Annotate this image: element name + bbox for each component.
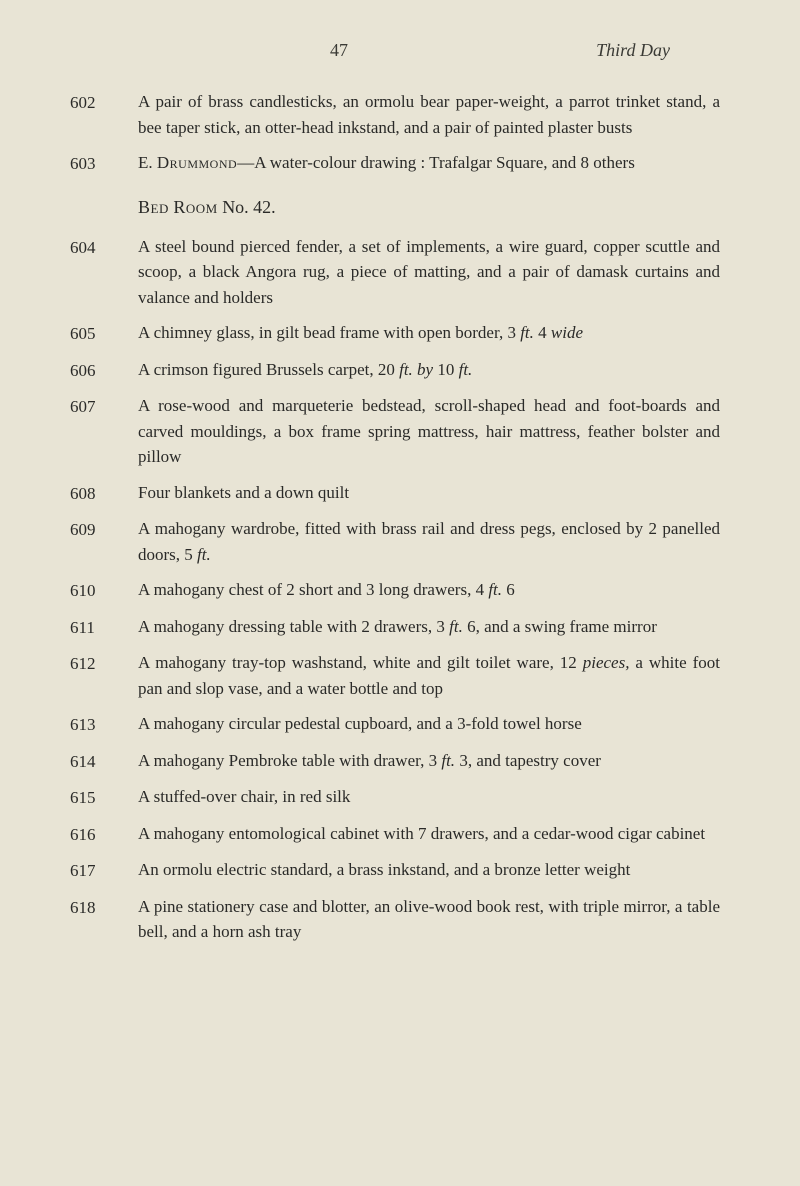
lot-number: 608 xyxy=(70,480,138,507)
italic-measure: ft. xyxy=(488,580,502,599)
catalog-entry: 617An ormolu electric standard, a brass … xyxy=(70,857,750,884)
italic-measure: pieces, xyxy=(583,653,630,672)
lot-description: A mahogany tray-top washstand, white and… xyxy=(138,650,750,701)
italic-measure: ft. xyxy=(441,751,455,770)
catalog-entry: 618A pine stationery case and blotter, a… xyxy=(70,894,750,945)
lot-description: A chimney glass, in gilt bead frame with… xyxy=(138,320,750,347)
lot-description: A pine stationery case and blotter, an o… xyxy=(138,894,750,945)
lot-description: A rose-wood and marqueterie bedstead, sc… xyxy=(138,393,750,470)
section-number: No. 42. xyxy=(222,197,276,217)
lot-number: 613 xyxy=(70,711,138,738)
lot-description: E. Drummond—A water-colour drawing : Tra… xyxy=(138,150,750,177)
lot-number: 617 xyxy=(70,857,138,884)
lot-number: 615 xyxy=(70,784,138,811)
page-number: 47 xyxy=(330,40,348,61)
lot-description: A crimson figured Brussels carpet, 20 ft… xyxy=(138,357,750,384)
lot-number: 618 xyxy=(70,894,138,945)
catalog-entry: 612A mahogany tray-top washstand, white … xyxy=(70,650,750,701)
italic-measure: ft. xyxy=(197,545,211,564)
lot-description: A mahogany entomological cabinet with 7 … xyxy=(138,821,750,848)
italic-measure: wide xyxy=(551,323,583,342)
lot-number: 612 xyxy=(70,650,138,701)
catalog-entry: 608Four blankets and a down quilt xyxy=(70,480,750,507)
smallcaps-name: Drummond xyxy=(157,153,237,172)
catalog-entry: 615A stuffed-over chair, in red silk xyxy=(70,784,750,811)
catalog-entry: 611A mahogany dressing table with 2 draw… xyxy=(70,614,750,641)
catalog-entry: 609A mahogany wardrobe, fitted with bras… xyxy=(70,516,750,567)
lot-number: 603 xyxy=(70,150,138,177)
running-title: Third Day xyxy=(596,40,670,61)
catalog-entry: 613A mahogany circular pedestal cupboard… xyxy=(70,711,750,738)
lot-number: 611 xyxy=(70,614,138,641)
lot-description: A mahogany wardrobe, fitted with brass r… xyxy=(138,516,750,567)
lot-description: A mahogany chest of 2 short and 3 long d… xyxy=(138,577,750,604)
section-label: Room xyxy=(173,197,217,217)
italic-measure: ft. xyxy=(520,323,534,342)
lot-number: 616 xyxy=(70,821,138,848)
italic-measure: ft. by xyxy=(399,360,433,379)
lot-description: A mahogany circular pedestal cupboard, a… xyxy=(138,711,750,738)
catalog-entry: 603E. Drummond—A water-colour drawing : … xyxy=(70,150,750,177)
lot-description: An ormolu electric standard, a brass ink… xyxy=(138,857,750,884)
page-header: 47 Third Day xyxy=(70,40,750,61)
catalog-entry: 614A mahogany Pembroke table with drawer… xyxy=(70,748,750,775)
lot-number: 610 xyxy=(70,577,138,604)
lot-number: 614 xyxy=(70,748,138,775)
lot-number: 605 xyxy=(70,320,138,347)
lot-description: A mahogany Pembroke table with drawer, 3… xyxy=(138,748,750,775)
lot-description: A stuffed-over chair, in red silk xyxy=(138,784,750,811)
italic-measure: ft. xyxy=(459,360,473,379)
lot-description: Four blankets and a down quilt xyxy=(138,480,750,507)
lot-description: A steel bound pierced fender, a set of i… xyxy=(138,234,750,311)
catalog-entry: 616A mahogany entomological cabinet with… xyxy=(70,821,750,848)
entries-list: 602A pair of brass candlesticks, an ormo… xyxy=(70,89,750,945)
catalog-entry: 610A mahogany chest of 2 short and 3 lon… xyxy=(70,577,750,604)
lot-number: 602 xyxy=(70,89,138,140)
section-header: Bed Room No. 42. xyxy=(138,197,750,218)
lot-description: A mahogany dressing table with 2 drawers… xyxy=(138,614,750,641)
section-prefix: Bed xyxy=(138,197,169,217)
lot-number: 604 xyxy=(70,234,138,311)
lot-description: A pair of brass candlesticks, an ormolu … xyxy=(138,89,750,140)
italic-measure: ft. xyxy=(449,617,463,636)
catalog-entry: 606A crimson figured Brussels carpet, 20… xyxy=(70,357,750,384)
catalog-entry: 607A rose-wood and marqueterie bedstead,… xyxy=(70,393,750,470)
lot-number: 606 xyxy=(70,357,138,384)
catalog-entry: 605A chimney glass, in gilt bead frame w… xyxy=(70,320,750,347)
lot-number: 607 xyxy=(70,393,138,470)
lot-number: 609 xyxy=(70,516,138,567)
catalog-entry: 602A pair of brass candlesticks, an ormo… xyxy=(70,89,750,140)
catalog-entry: 604A steel bound pierced fender, a set o… xyxy=(70,234,750,311)
